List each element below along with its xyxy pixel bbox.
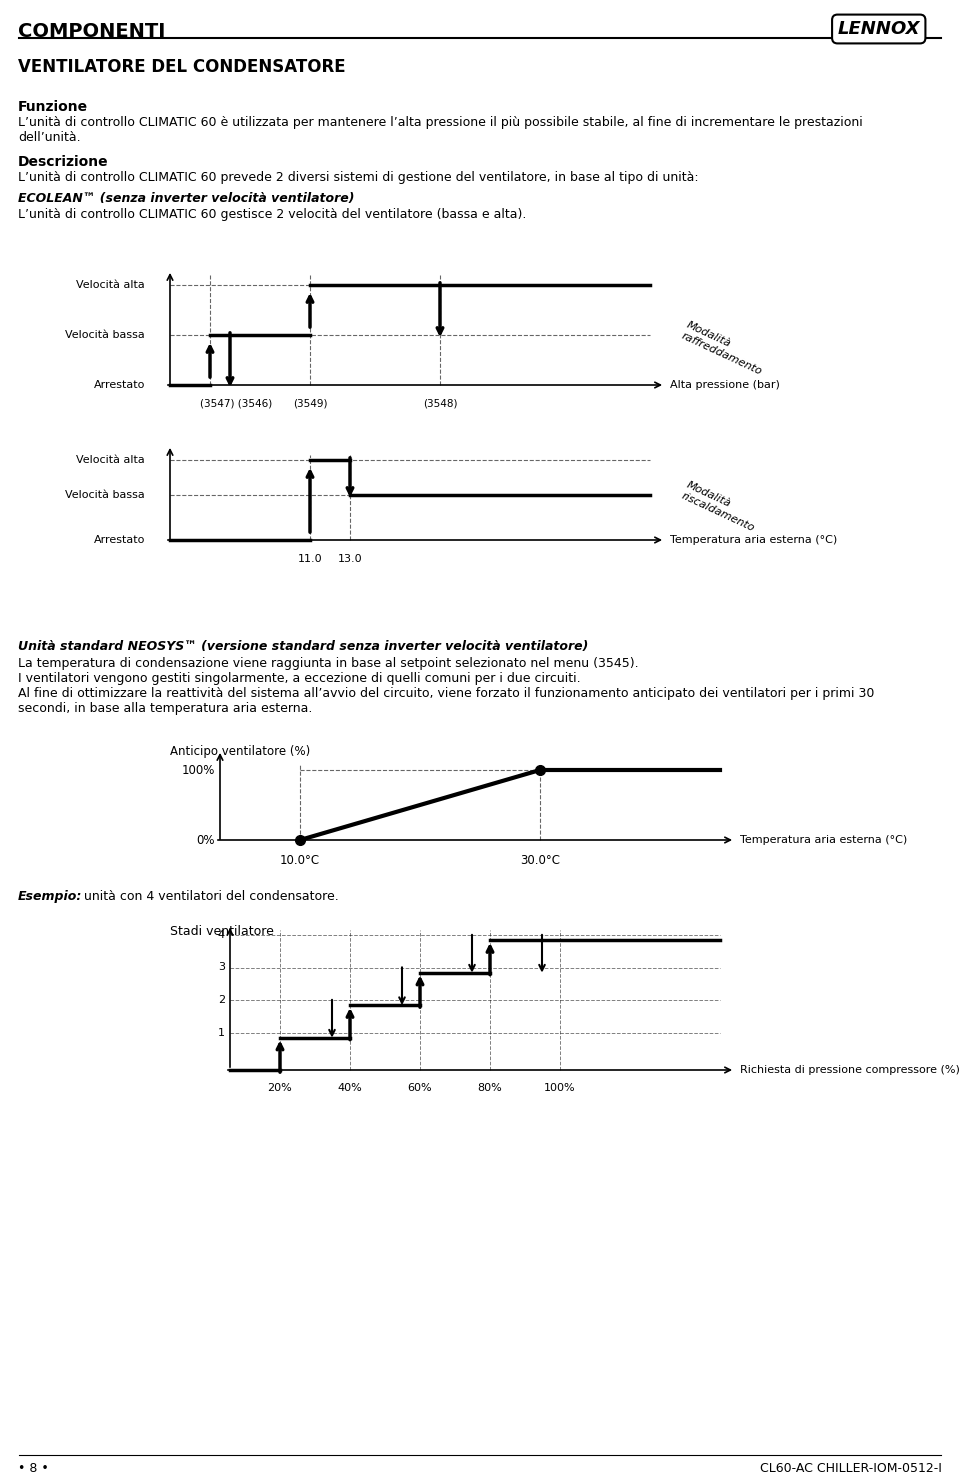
Text: Modalità
riscaldamento: Modalità riscaldamento [680, 480, 761, 533]
Text: Richiesta di pressione compressore (%): Richiesta di pressione compressore (%) [740, 1066, 960, 1075]
Text: 0%: 0% [197, 834, 215, 847]
Text: (3549): (3549) [293, 399, 327, 409]
Text: I ventilatori vengono gestiti singolarmente, a eccezione di quelli comuni per i : I ventilatori vengono gestiti singolarme… [18, 672, 581, 685]
Text: L’unità di controllo CLIMATIC 60 prevede 2 diversi sistemi di gestione del venti: L’unità di controllo CLIMATIC 60 prevede… [18, 171, 699, 184]
Text: Arrestato: Arrestato [94, 534, 145, 545]
Text: Velocità bassa: Velocità bassa [65, 331, 145, 339]
Text: Velocità alta: Velocità alta [76, 455, 145, 465]
Text: LENNOX: LENNOX [837, 21, 920, 38]
Text: 30.0°C: 30.0°C [520, 855, 560, 866]
Text: Esempio:: Esempio: [18, 890, 83, 903]
Text: 10.0°C: 10.0°C [280, 855, 320, 866]
Text: 60%: 60% [408, 1083, 432, 1094]
Text: Unità standard NEOSYS™ (versione standard senza inverter velocità ventilatore): Unità standard NEOSYS™ (versione standar… [18, 641, 588, 652]
Text: COMPONENTI: COMPONENTI [18, 22, 165, 41]
Text: Al fine di ottimizzare la reattività del sistema all’avvio del circuito, viene f: Al fine di ottimizzare la reattività del… [18, 686, 875, 714]
Text: 3: 3 [218, 962, 225, 973]
Text: 20%: 20% [268, 1083, 293, 1094]
Text: Modalità
raffreddamento: Modalità raffreddamento [680, 320, 769, 376]
Text: Descrizione: Descrizione [18, 155, 108, 168]
Text: L’unità di controllo CLIMATIC 60 è utilizzata per mantenere l’alta pressione il : L’unità di controllo CLIMATIC 60 è utili… [18, 117, 863, 145]
Text: VENTILATORE DEL CONDENSATORE: VENTILATORE DEL CONDENSATORE [18, 58, 346, 75]
Text: 1: 1 [218, 1027, 225, 1038]
Text: Arrestato: Arrestato [94, 379, 145, 390]
Text: Anticipo ventilatore (%): Anticipo ventilatore (%) [170, 745, 310, 759]
Text: ECOLEAN™ (senza inverter velocità ventilatore): ECOLEAN™ (senza inverter velocità ventil… [18, 192, 354, 205]
Text: Temperatura aria esterna (°C): Temperatura aria esterna (°C) [670, 534, 837, 545]
Text: 4: 4 [218, 930, 225, 940]
Text: 80%: 80% [478, 1083, 502, 1094]
Text: Velocità alta: Velocità alta [76, 280, 145, 289]
Text: 100%: 100% [544, 1083, 576, 1094]
Text: (3548): (3548) [422, 399, 457, 409]
Text: Alta pressione (bar): Alta pressione (bar) [670, 379, 780, 390]
Text: 13.0: 13.0 [338, 554, 362, 564]
Text: (3547) (3546): (3547) (3546) [200, 399, 273, 409]
Text: La temperatura di condensazione viene raggiunta in base al setpoint selezionato : La temperatura di condensazione viene ra… [18, 657, 638, 670]
Text: CL60-AC CHILLER-IOM-0512-I: CL60-AC CHILLER-IOM-0512-I [760, 1463, 942, 1475]
Text: Stadi ventilatore: Stadi ventilatore [170, 925, 274, 939]
Text: 40%: 40% [338, 1083, 362, 1094]
Text: unità con 4 ventilatori del condensatore.: unità con 4 ventilatori del condensatore… [80, 890, 339, 903]
Text: L’unità di controllo CLIMATIC 60 gestisce 2 velocità del ventilatore (bassa e al: L’unità di controllo CLIMATIC 60 gestisc… [18, 208, 526, 221]
Text: • 8 •: • 8 • [18, 1463, 49, 1475]
Text: 2: 2 [218, 995, 225, 1005]
Text: Velocità bassa: Velocità bassa [65, 490, 145, 500]
Text: Temperatura aria esterna (°C): Temperatura aria esterna (°C) [740, 835, 907, 844]
Text: 11.0: 11.0 [298, 554, 323, 564]
Text: 100%: 100% [181, 763, 215, 776]
Text: Funzione: Funzione [18, 100, 88, 114]
